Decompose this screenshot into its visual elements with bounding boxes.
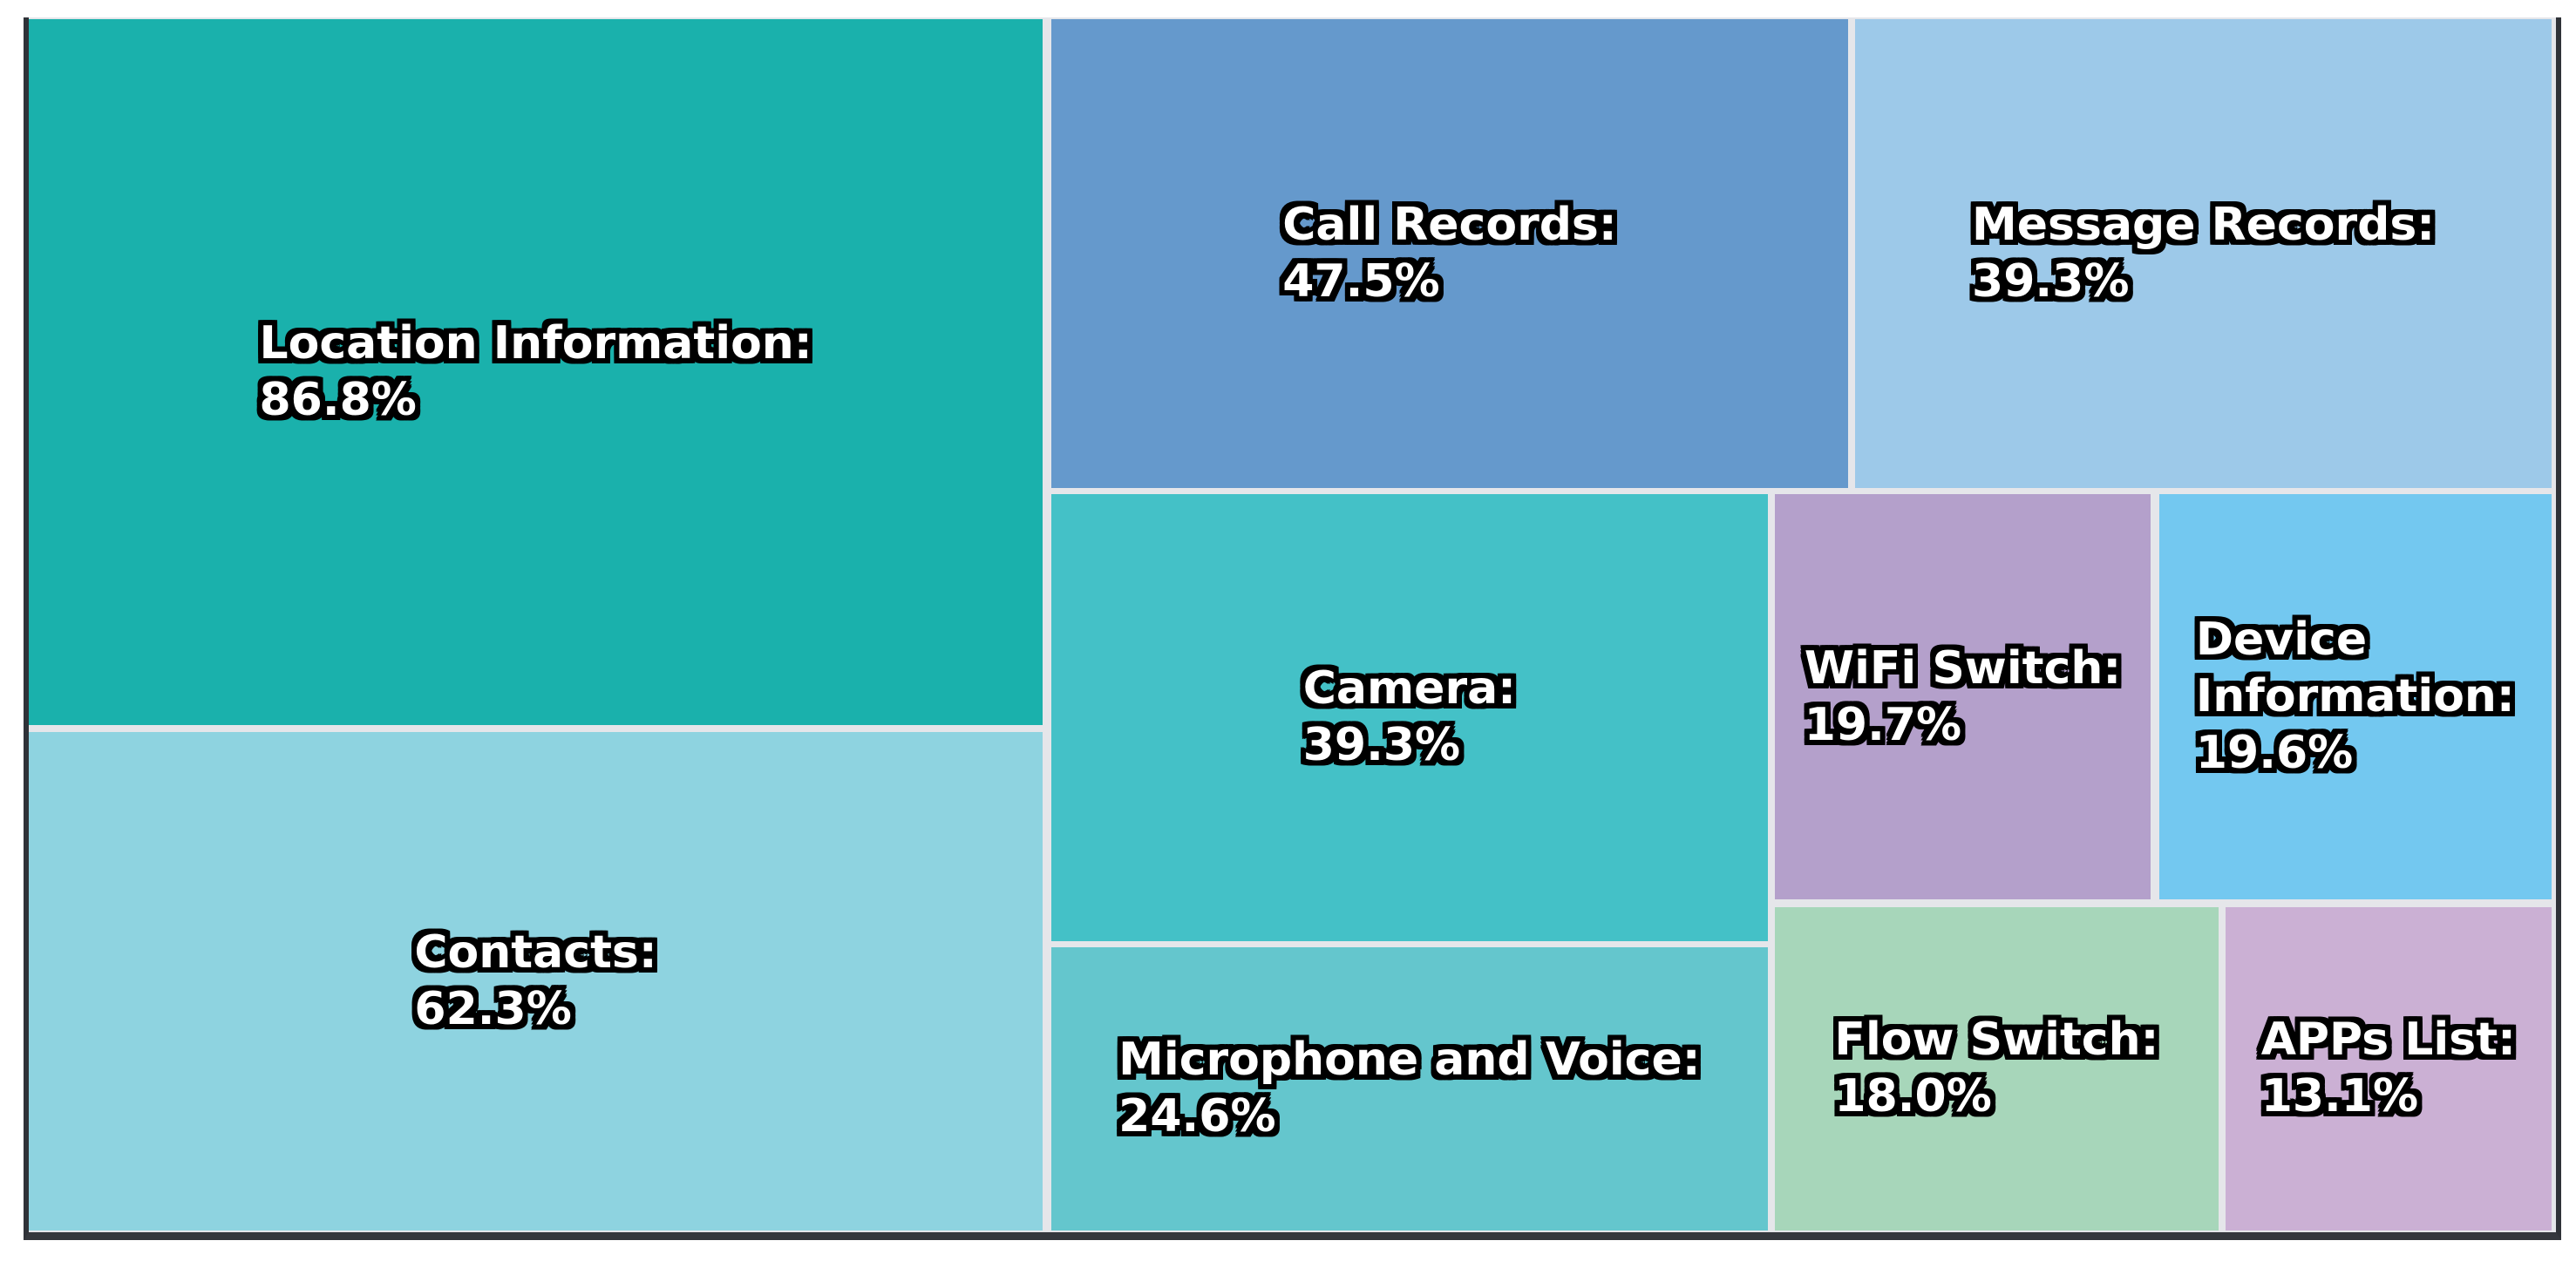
tile-label-microphone-and-voice: Microphone and Voice: 24.6% bbox=[1118, 1034, 1701, 1143]
tile-label-wifi-switch: WiFi Switch: 19.7% bbox=[1804, 641, 2122, 751]
treemap-tile-message-records: Message Records: 39.3% bbox=[1855, 18, 2552, 488]
treemap-tile-microphone-and-voice: Microphone and Voice: 24.6% bbox=[1050, 946, 1768, 1230]
treemap-tile-flow-switch: Flow Switch: 18.0% bbox=[1774, 906, 2219, 1230]
treemap-tile-location-information: Location Information: 86.8% bbox=[29, 18, 1043, 725]
treemap-tile-apps-list: APPs List: 13.1% bbox=[2225, 906, 2552, 1230]
treemap-tile-contacts: Contacts: 62.3% bbox=[29, 731, 1043, 1230]
tile-label-device-information: Device Information: 19.6% bbox=[2195, 614, 2515, 780]
tile-label-apps-list: APPs List: 13.1% bbox=[2260, 1014, 2516, 1123]
tile-label-camera: Camera: 39.3% bbox=[1302, 662, 1516, 772]
tile-label-contacts: Contacts: 62.3% bbox=[414, 925, 657, 1035]
tile-label-flow-switch: Flow Switch: 18.0% bbox=[1834, 1014, 2159, 1123]
tile-label-call-records: Call Records: 47.5% bbox=[1282, 198, 1617, 308]
treemap-tile-call-records: Call Records: 47.5% bbox=[1050, 18, 1848, 488]
treemap-tile-device-information: Device Information: 19.6% bbox=[2158, 494, 2552, 900]
tile-label-location-information: Location Information: 86.8% bbox=[259, 316, 812, 426]
treemap-tile-wifi-switch: WiFi Switch: 19.7% bbox=[1774, 494, 2151, 900]
treemap-plot-area: Location Information: 86.8% Contacts: 62.… bbox=[24, 17, 2561, 1240]
tile-label-message-records: Message Records: 39.3% bbox=[1972, 198, 2436, 308]
treemap-tile-camera: Camera: 39.3% bbox=[1050, 494, 1768, 941]
